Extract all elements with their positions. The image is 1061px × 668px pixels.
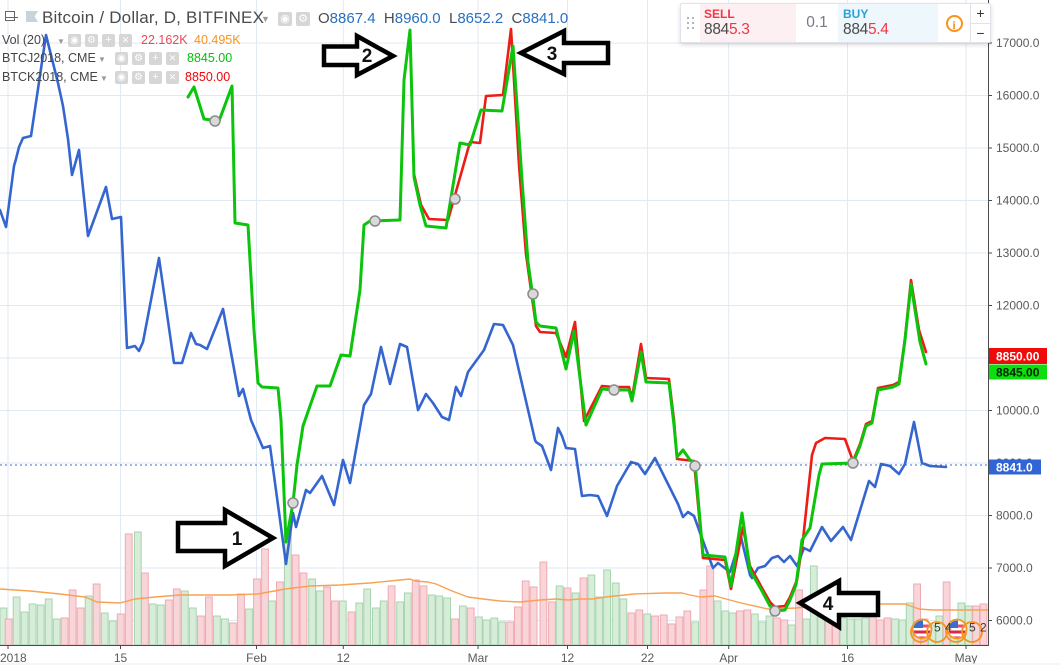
svg-text:6000.0: 6000.0	[996, 614, 1033, 628]
svg-text:Apr: Apr	[719, 651, 738, 665]
svg-text:7000.0: 7000.0	[996, 561, 1033, 575]
svg-text:1: 1	[232, 529, 243, 550]
svg-text:8850.00: 8850.00	[996, 350, 1040, 364]
svg-text:22: 22	[641, 651, 655, 665]
svg-text:8841.0: 8841.0	[996, 461, 1033, 475]
svg-text:16000.0: 16000.0	[996, 89, 1040, 103]
svg-text:2: 2	[362, 46, 373, 67]
svg-text:10000.0: 10000.0	[996, 404, 1040, 418]
svg-text:Mar: Mar	[468, 651, 489, 665]
svg-text:15: 15	[114, 651, 128, 665]
svg-text:17000.0: 17000.0	[996, 36, 1040, 50]
svg-text:May: May	[955, 651, 978, 665]
svg-text:5 2: 5 2	[969, 621, 987, 635]
svg-text:16: 16	[841, 651, 855, 665]
svg-text:8845.00: 8845.00	[996, 366, 1040, 380]
svg-text:2018: 2018	[0, 651, 27, 665]
svg-text:5 4: 5 4	[934, 621, 952, 635]
svg-text:14000.0: 14000.0	[996, 194, 1040, 208]
svg-text:3: 3	[547, 44, 558, 65]
svg-text:4: 4	[823, 594, 834, 615]
svg-text:12000.0: 12000.0	[996, 299, 1040, 313]
svg-text:12: 12	[561, 651, 575, 665]
svg-text:Feb: Feb	[246, 651, 267, 665]
svg-text:8000.0: 8000.0	[996, 509, 1033, 523]
svg-text:13000.0: 13000.0	[996, 246, 1040, 260]
svg-text:12: 12	[337, 651, 351, 665]
svg-text:15000.0: 15000.0	[996, 141, 1040, 155]
